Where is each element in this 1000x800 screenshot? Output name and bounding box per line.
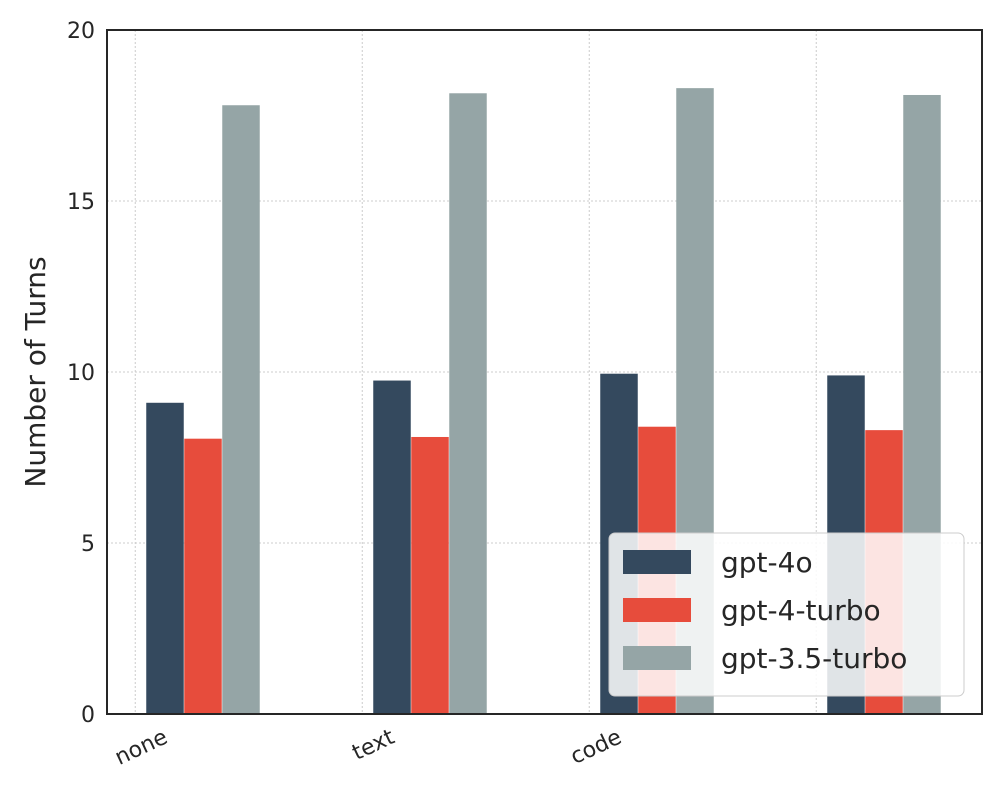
y-axis: 0 5 10 15 20 <box>67 19 95 728</box>
plot-frame <box>106 29 983 715</box>
y-tick-label: 5 <box>81 532 95 557</box>
bar <box>373 380 411 714</box>
x-tick-label: code <box>567 725 626 770</box>
x-tick-label: none <box>111 725 171 771</box>
bar <box>411 436 449 714</box>
legend-label: gpt-4o <box>721 546 813 579</box>
legend-box <box>608 532 965 697</box>
y-tick-label: 10 <box>67 361 95 386</box>
legend-swatch <box>623 550 691 574</box>
y-tick-label: 15 <box>67 190 95 215</box>
y-tick-label: 20 <box>67 19 95 44</box>
bar <box>222 105 260 715</box>
legend-swatch <box>623 598 691 622</box>
x-tick-label: text <box>349 725 399 766</box>
y-axis-label: Number of Turns <box>19 256 52 487</box>
x-axis: none text code <box>111 725 625 771</box>
y-tick-label: 0 <box>81 703 95 728</box>
bar <box>184 438 222 714</box>
legend-label: gpt-3.5-turbo <box>721 642 907 675</box>
bar <box>449 93 487 714</box>
bar <box>146 402 184 714</box>
legend: gpt-4o gpt-4-turbo gpt-3.5-turbo <box>608 532 965 697</box>
legend-label: gpt-4-turbo <box>721 594 881 627</box>
legend-swatch <box>623 646 691 670</box>
